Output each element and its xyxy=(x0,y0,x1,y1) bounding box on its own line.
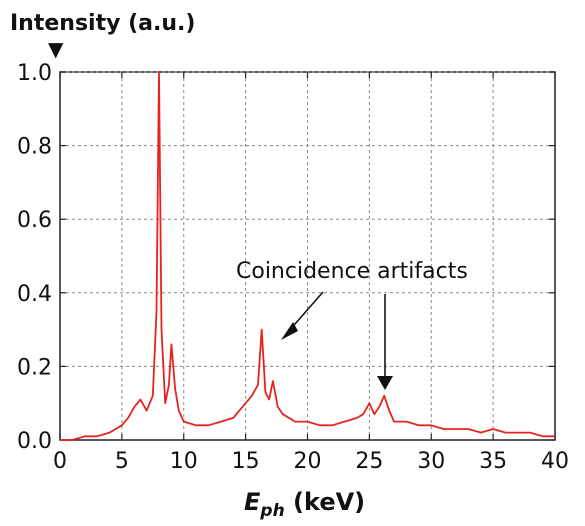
y-tick-label: 0.2 xyxy=(17,355,52,380)
x-tick-label: 20 xyxy=(294,449,322,474)
y-tick-label: 0.6 xyxy=(17,208,52,233)
y-tick-label: 0.0 xyxy=(17,429,52,454)
x-axis-label-subscript: ph xyxy=(259,501,284,521)
x-tick-label: 10 xyxy=(170,449,198,474)
annotation-arrow-left xyxy=(281,291,324,340)
y-axis-arrow-icon: ▼ xyxy=(48,37,64,61)
x-axis-label-unit: (keV) xyxy=(285,488,365,516)
y-tick-label: 1.0 xyxy=(17,61,52,86)
x-tick-label: 5 xyxy=(115,449,129,474)
grid-lines xyxy=(60,71,555,440)
y-axis-label: Intensity (a.u.) xyxy=(10,11,195,36)
y-axis-ticks: 0.0 0.2 0.4 0.6 0.8 1.0 xyxy=(17,61,555,454)
y-tick-label: 0.4 xyxy=(17,282,52,307)
x-axis-ticks: 0 5 10 15 20 25 30 35 40 xyxy=(53,72,569,474)
annotation-arrow-right xyxy=(377,294,393,390)
x-tick-label: 35 xyxy=(479,449,507,474)
series-group xyxy=(60,71,555,441)
x-tick-label: 30 xyxy=(417,449,445,474)
x-tick-label: 25 xyxy=(355,449,383,474)
x-tick-label: 40 xyxy=(541,449,569,474)
x-axis-label-base: E xyxy=(244,488,261,516)
x-tick-label: 0 xyxy=(53,449,67,474)
series-line xyxy=(60,71,555,441)
x-tick-label: 15 xyxy=(232,449,260,474)
annotation-label: Coincidence artifacts xyxy=(236,259,468,284)
y-tick-label: 0.8 xyxy=(17,135,52,160)
x-axis-label: Eph (keV) xyxy=(244,488,365,521)
